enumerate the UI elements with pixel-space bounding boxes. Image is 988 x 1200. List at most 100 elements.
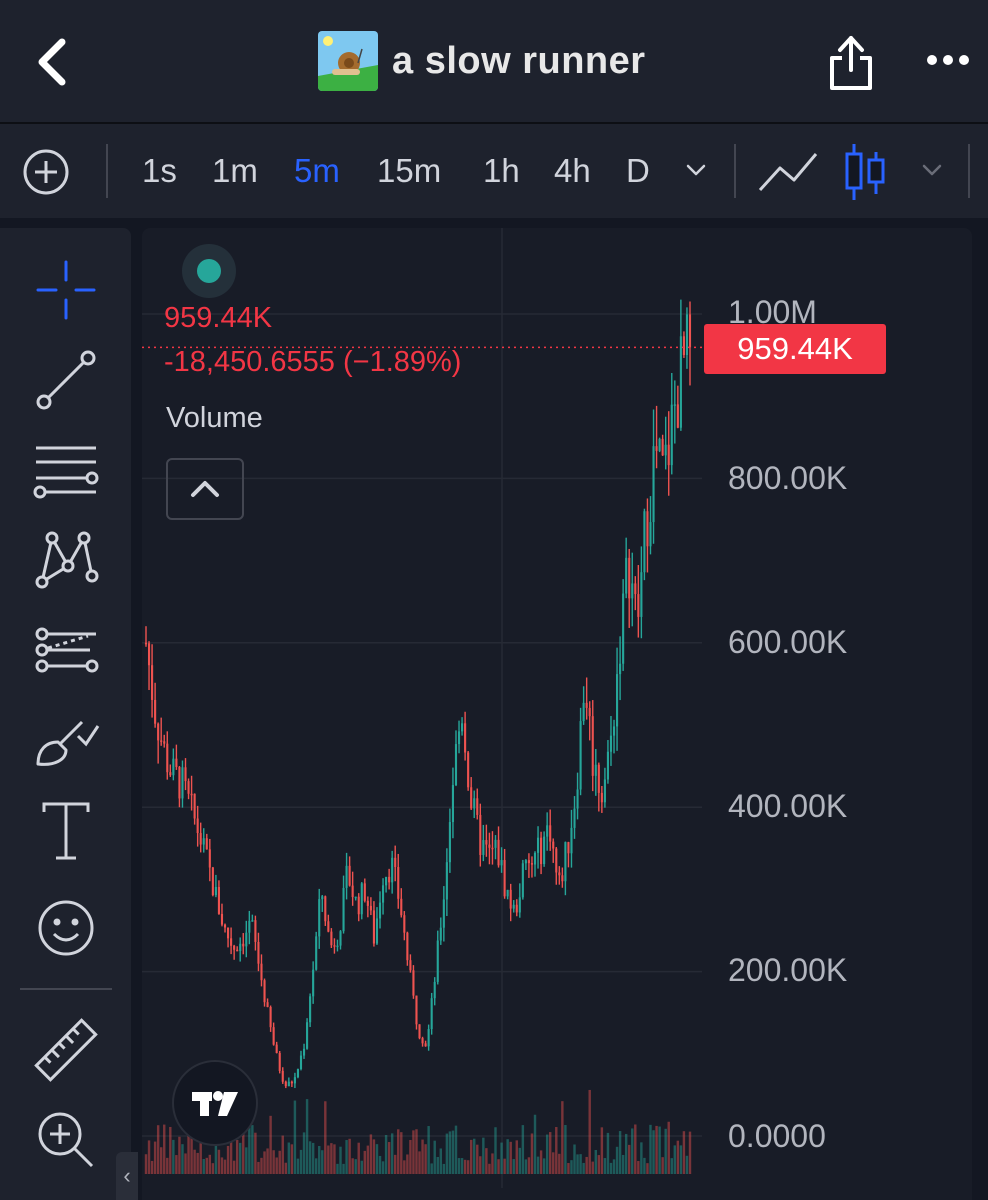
fib-retracement-icon[interactable] — [32, 436, 100, 504]
volume-bar — [685, 1155, 689, 1174]
volume-bar — [624, 1133, 628, 1174]
volume-bar — [363, 1150, 367, 1174]
chevron-down-icon[interactable] — [684, 160, 708, 180]
chevron-down-icon[interactable] — [920, 160, 944, 180]
back-chevron-icon[interactable] — [32, 36, 72, 88]
crosshair-icon[interactable] — [32, 256, 100, 324]
volume-bar — [536, 1156, 540, 1174]
candle-body — [454, 744, 458, 786]
volume-bar — [479, 1156, 482, 1174]
volume-bar — [476, 1144, 479, 1174]
tradingview-logo[interactable] — [172, 1060, 258, 1146]
candlestick-icon[interactable] — [842, 142, 888, 202]
candle-body — [464, 723, 467, 753]
timeframe-1h[interactable]: 1h — [483, 152, 520, 189]
add-indicator-icon[interactable] — [22, 148, 70, 196]
candle-body — [251, 920, 254, 922]
candle-body — [582, 702, 585, 722]
text-icon[interactable] — [32, 796, 100, 864]
volume-bar — [454, 1125, 458, 1174]
volume-bar — [251, 1125, 254, 1174]
candle-body — [205, 838, 208, 850]
candle-body — [536, 837, 540, 853]
volume-bar — [366, 1145, 370, 1174]
volume-bar — [369, 1134, 373, 1174]
candle-body — [664, 444, 667, 456]
brush-icon[interactable] — [32, 706, 100, 774]
share-icon[interactable] — [826, 32, 876, 92]
candle-body — [679, 336, 682, 428]
candle-body — [290, 1081, 293, 1084]
volume-bar — [348, 1138, 351, 1174]
forecast-icon[interactable] — [32, 616, 100, 684]
volume-bar — [497, 1159, 500, 1174]
emoji-icon[interactable] — [32, 894, 100, 962]
candle-body — [497, 839, 500, 866]
candle-body — [287, 1081, 290, 1087]
volume-bar — [545, 1134, 549, 1174]
candle-body — [154, 699, 157, 724]
volume-bar — [512, 1159, 515, 1174]
candle-body — [509, 889, 512, 909]
candlestick-chart[interactable] — [142, 228, 972, 1200]
timeframe-d[interactable]: D — [626, 152, 650, 189]
candle-body — [421, 1038, 424, 1044]
toolbar-divider — [734, 144, 736, 198]
candle-body — [448, 822, 451, 863]
volume-bar — [199, 1133, 202, 1174]
timeframe-1s[interactable]: 1s — [142, 152, 177, 189]
trend-line-icon[interactable] — [32, 346, 100, 414]
separator — [0, 122, 988, 124]
candle-body — [357, 896, 360, 915]
candle-body — [576, 789, 579, 809]
volume-bar — [555, 1127, 558, 1174]
volume-bar — [533, 1114, 537, 1174]
volume-bar — [202, 1158, 205, 1174]
volume-bar — [360, 1160, 363, 1174]
line-chart-icon[interactable] — [756, 146, 820, 196]
chart-toolbar: 1s 1m 5m 15m 1h 4h D — [0, 124, 988, 218]
candle-body — [567, 842, 570, 854]
timeframe-1m[interactable]: 1m — [212, 152, 258, 189]
candle-body — [673, 404, 676, 406]
candle-body — [433, 981, 436, 999]
more-horizontal-icon[interactable] — [924, 48, 972, 72]
zoom-in-icon[interactable] — [32, 1106, 100, 1174]
volume-bar — [150, 1160, 154, 1174]
volume-bar — [390, 1133, 394, 1174]
chart-panel[interactable]: 959.44K -18,450.6555 (−1.89%) Volume 1.0… — [142, 228, 972, 1200]
timeframe-15m[interactable]: 15m — [377, 152, 442, 189]
volume-bar — [415, 1129, 418, 1174]
sidebar-collapse-tab[interactable]: ‹ — [116, 1152, 138, 1200]
ruler-icon[interactable] — [32, 1016, 100, 1084]
volume-bar — [503, 1158, 506, 1174]
candle-body — [461, 723, 464, 732]
xabcd-pattern-icon[interactable] — [32, 526, 100, 594]
volume-bar — [263, 1151, 266, 1174]
candle-body — [299, 1055, 303, 1070]
volume-bar — [327, 1145, 330, 1174]
volume-bar — [223, 1159, 227, 1174]
volume-bar — [548, 1132, 552, 1174]
volume-bar — [232, 1160, 236, 1174]
candle-body — [302, 1048, 306, 1056]
candle-body — [248, 920, 251, 933]
volume-bar — [618, 1131, 622, 1174]
volume-bar — [266, 1148, 269, 1174]
candle-body — [552, 841, 555, 849]
collapse-legend-button[interactable] — [166, 458, 244, 520]
volume-bar — [558, 1153, 561, 1174]
candle-body — [220, 913, 224, 925]
timeframe-5m[interactable]: 5m — [294, 152, 340, 189]
candle-body — [488, 844, 491, 848]
candle-body — [184, 767, 187, 782]
volume-bar — [448, 1131, 452, 1174]
candle-body — [284, 1081, 287, 1087]
candle-body — [643, 511, 646, 573]
timeframe-4h[interactable]: 4h — [554, 152, 591, 189]
volume-bar — [673, 1145, 677, 1174]
volume-bar — [318, 1146, 321, 1174]
candle-body — [211, 867, 214, 896]
volume-bar — [153, 1141, 157, 1174]
candle-body — [236, 949, 239, 952]
